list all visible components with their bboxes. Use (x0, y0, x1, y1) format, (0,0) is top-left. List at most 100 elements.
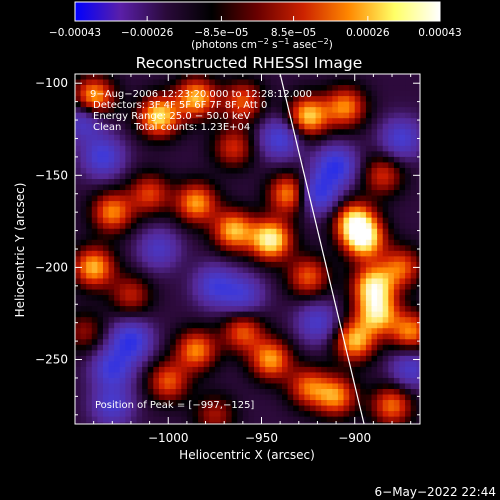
heatmap-cell (192, 278, 199, 285)
heatmap-cell (242, 239, 250, 246)
heatmap-cell (393, 223, 401, 230)
heatmap-cell (265, 422, 272, 424)
heatmap-cell (242, 416, 250, 423)
heatmap-cell (310, 428, 316, 434)
heatmap-cell (326, 179, 333, 186)
heatmap-cell (410, 389, 417, 396)
heatmap-cell (237, 151, 244, 158)
heatmap-cell (315, 234, 322, 241)
heatmap-cell (265, 217, 272, 224)
heatmap-cell (343, 118, 350, 125)
heatmap-cell (405, 195, 412, 202)
heatmap-cell (136, 311, 143, 318)
heatmap-cell (102, 328, 110, 335)
heatmap-cell (153, 389, 160, 396)
heatmap-cell (326, 74, 333, 81)
heatmap-cell (382, 79, 389, 86)
heatmap-cell (360, 355, 367, 362)
heatmap-cell (158, 162, 166, 169)
heatmap-cell (220, 212, 227, 219)
heatmap-cell (120, 428, 126, 434)
heatmap-cell (315, 201, 322, 208)
heatmap-cell (114, 74, 121, 81)
heatmap-cell (108, 228, 115, 235)
heatmap-cell (337, 228, 345, 235)
heatmap-cell (388, 394, 395, 401)
heatmap-cell (304, 261, 311, 269)
heatmap-cell (399, 422, 406, 424)
heatmap-cell (203, 107, 210, 114)
heatmap-cell (416, 96, 420, 103)
heatmap-cell (416, 289, 420, 296)
heatmap-cell (405, 118, 412, 125)
heatmap-cell (422, 162, 428, 168)
heatmap-cell (416, 79, 420, 86)
heatmap-cell (315, 300, 322, 307)
heatmap-cell (304, 123, 311, 130)
heatmap-cell (125, 79, 132, 86)
heatmap-cell (293, 306, 300, 313)
heatmap-cell (382, 195, 389, 202)
heatmap-cell (332, 79, 339, 86)
heatmap-cell (248, 206, 255, 213)
heatmap-cell (337, 206, 345, 213)
heatmap-cell (237, 156, 244, 164)
heatmap-cell (130, 123, 138, 130)
heatmap-cell (75, 217, 82, 224)
heatmap-cell (349, 173, 356, 180)
heatmap-cell (97, 250, 104, 257)
heatmap-cell (170, 245, 177, 252)
heatmap-cell (237, 173, 244, 180)
heatmap-cell (220, 422, 227, 424)
heatmap-cell (354, 289, 361, 296)
heatmap-cell (276, 250, 283, 257)
heatmap-cell (158, 156, 166, 164)
heatmap-cell (377, 411, 384, 418)
heatmap-cell (164, 151, 171, 158)
heatmap-cell (242, 123, 250, 130)
y-tick-label: −200 (35, 260, 68, 274)
heatmap-cell (114, 339, 121, 346)
heatmap-cell (393, 306, 401, 313)
heatmap-cell (125, 261, 132, 269)
heatmap-cell (181, 317, 188, 324)
heatmap-cell (265, 118, 272, 125)
heatmap-cell (198, 416, 205, 423)
heatmap-cell (80, 311, 87, 318)
heatmap-cell (186, 118, 194, 125)
heatmap-cell (298, 217, 305, 224)
heatmap-cell (220, 239, 227, 246)
heatmap-cell (354, 261, 361, 269)
heatmap-cell (259, 184, 266, 191)
heatmap-cell (214, 140, 222, 147)
heatmap-cell (170, 405, 177, 412)
heatmap-cell (343, 389, 350, 396)
heatmap-cell (405, 428, 411, 434)
heatmap-cell (86, 118, 93, 125)
heatmap-cell (354, 389, 361, 396)
heatmap-cell (332, 245, 339, 252)
heatmap-cell (220, 394, 227, 401)
heatmap-cell (97, 195, 104, 202)
heatmap-cell (75, 278, 82, 285)
heatmap-cell (393, 400, 401, 407)
heatmap-cell (192, 112, 199, 119)
heatmap-cell (293, 129, 300, 136)
heatmap-cell (181, 206, 188, 213)
heatmap-cell (321, 212, 328, 219)
heatmap-cell (181, 101, 188, 108)
heatmap-cell (276, 79, 283, 86)
heatmap-cell (147, 223, 154, 230)
heatmap-cell (259, 339, 266, 346)
heatmap-cell (142, 339, 149, 346)
heatmap-cell (181, 350, 188, 357)
heatmap-cell (102, 134, 110, 141)
heatmap-cell (170, 145, 177, 152)
heatmap-cell (315, 306, 322, 313)
heatmap-cell (125, 195, 132, 202)
heatmap-cell (343, 300, 350, 307)
heatmap-cell (203, 306, 210, 313)
heatmap-cell (365, 306, 373, 313)
heatmap-cell (226, 278, 233, 285)
heatmap-cell (108, 217, 115, 224)
